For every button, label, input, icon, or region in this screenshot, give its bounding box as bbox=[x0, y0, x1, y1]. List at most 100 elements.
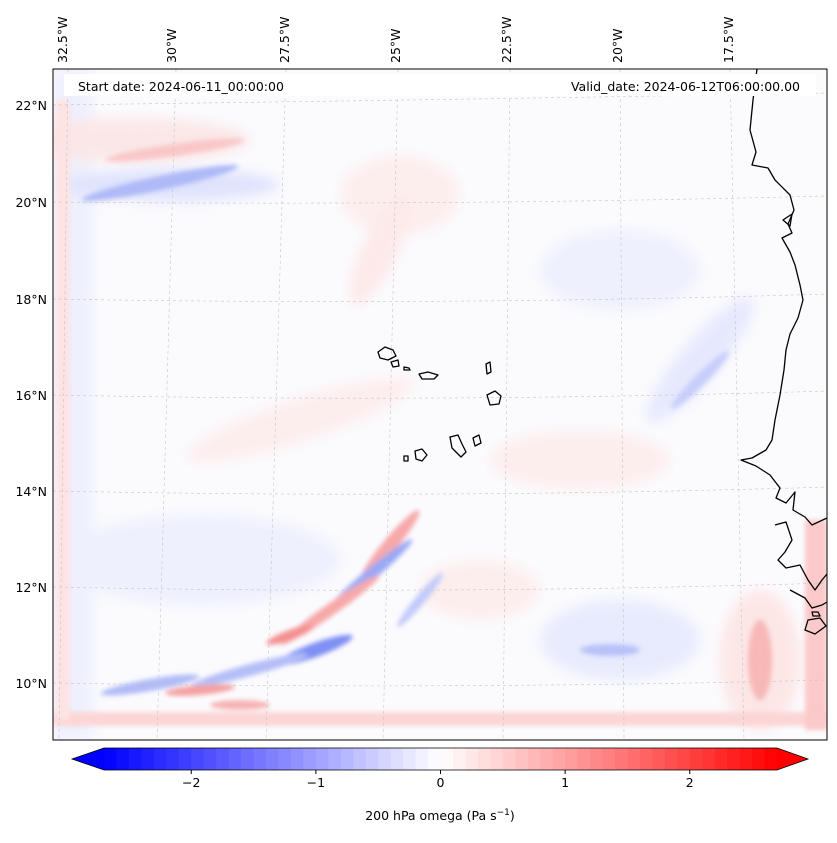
longitude-labels: 32.5°W 30°W 27.5°W 25°W 22.5°W 20°W 17.5… bbox=[55, 17, 736, 63]
lat-label-20n: 20°N bbox=[15, 195, 47, 210]
colorbar-tick-label: 2 bbox=[686, 775, 694, 790]
colorbar-segment bbox=[266, 748, 280, 770]
colorbar-segment bbox=[166, 748, 180, 770]
colorbar-segment bbox=[502, 748, 516, 770]
sao-vicente-island bbox=[390, 359, 400, 368]
omega-bottom-band bbox=[53, 712, 827, 726]
sao-nicolau-island bbox=[418, 371, 439, 380]
sal-island bbox=[485, 361, 492, 375]
graticule bbox=[53, 69, 827, 740]
meridian-20w bbox=[619, 69, 625, 740]
colorbar-segment bbox=[340, 748, 354, 770]
colorbar-segment bbox=[452, 748, 467, 770]
valid-date-label: Valid_date: 2024-06-12T06:00:00.00 bbox=[571, 79, 800, 94]
colorbar-segment bbox=[590, 748, 604, 770]
lat-label-16n: 16°N bbox=[15, 388, 47, 403]
latitude-labels: 22°N 20°N 18°N 16°N 14°N 12°N 10°N bbox=[15, 98, 47, 691]
colorbar-ticks: −2 −1 0 1 2 bbox=[182, 770, 694, 790]
omega-left-band bbox=[56, 100, 70, 720]
parallel-16n bbox=[53, 390, 827, 399]
lon-label-32-5w: 32.5°W bbox=[55, 17, 70, 63]
parallel-20n bbox=[53, 195, 827, 204]
colorbar-tick-label: 1 bbox=[561, 775, 569, 790]
colorbar-segment bbox=[191, 748, 205, 770]
colorbar-segment bbox=[515, 748, 529, 770]
colorbar-segment bbox=[739, 748, 753, 770]
santiago-island bbox=[449, 434, 467, 458]
colorbar-segment bbox=[664, 748, 678, 770]
lon-label-25w: 25°W bbox=[388, 28, 403, 63]
colorbar-segment bbox=[353, 748, 367, 770]
colorbar-segment bbox=[315, 748, 329, 770]
colorbar-segment bbox=[141, 748, 155, 770]
colorbar-tick-label: −2 bbox=[182, 775, 200, 790]
colorbar-segment bbox=[477, 748, 491, 770]
meridian-25w bbox=[382, 69, 399, 740]
lat-label-14n: 14°N bbox=[15, 484, 47, 499]
guinea-islands bbox=[804, 611, 827, 635]
lon-label-20w: 20°W bbox=[610, 28, 625, 63]
fogo-island bbox=[414, 448, 428, 462]
omega-cells bbox=[81, 138, 772, 710]
colorbar-segment bbox=[602, 748, 616, 770]
maio-island bbox=[472, 434, 482, 447]
colorbar-segment bbox=[153, 748, 167, 770]
omega-right-edge bbox=[805, 520, 827, 730]
santa-luzia-island bbox=[403, 366, 411, 371]
colorbar-segment bbox=[465, 748, 479, 770]
colorbar-segment bbox=[290, 748, 305, 770]
colorbar-segment bbox=[577, 748, 591, 770]
colorbar-segment bbox=[253, 748, 267, 770]
colorbar-tick-label: 0 bbox=[437, 775, 445, 790]
colorbar-segment bbox=[652, 748, 666, 770]
colorbar-tick-label: −1 bbox=[307, 775, 325, 790]
meridian-17-5w bbox=[729, 69, 745, 740]
meridian-22-5w bbox=[502, 69, 511, 740]
colorbar-label: 200 hPa omega (Pa s−1) bbox=[365, 808, 515, 823]
omega-soft-patches bbox=[53, 69, 800, 740]
meridian-27-5w bbox=[265, 69, 287, 740]
omega-field bbox=[53, 69, 827, 740]
info-bar bbox=[64, 74, 816, 96]
colorbar-segment bbox=[104, 748, 118, 770]
colorbar-segment bbox=[714, 748, 728, 770]
colorbar-segment bbox=[128, 748, 142, 770]
start-date-label: Start date: 2024-06-11_00:00:00 bbox=[78, 79, 284, 94]
colorbar-segment bbox=[403, 748, 417, 770]
colorbar-segment bbox=[241, 748, 255, 770]
colorbar-segment bbox=[415, 748, 429, 770]
colorbar-segment bbox=[527, 748, 541, 770]
colorbar-segment bbox=[428, 748, 442, 770]
colorbar-segment bbox=[764, 748, 778, 770]
santo-antao-island bbox=[377, 346, 397, 361]
colorbar-segment bbox=[328, 748, 342, 770]
senegal-gambia-coast bbox=[774, 521, 827, 591]
meridian-30w bbox=[156, 69, 177, 740]
colorbar-segment bbox=[752, 748, 766, 770]
africa-coast bbox=[740, 69, 827, 526]
colorbar-segment bbox=[639, 748, 653, 770]
parallel-12n bbox=[53, 582, 827, 591]
parallel-22n bbox=[53, 92, 827, 106]
colorbar-segment bbox=[552, 748, 566, 770]
colorbar-segment bbox=[116, 748, 130, 770]
brava-island bbox=[403, 455, 409, 462]
parallel-14n bbox=[53, 486, 827, 495]
colorbar-segment bbox=[303, 748, 317, 770]
colorbar-segment bbox=[614, 748, 629, 770]
parallel-10n bbox=[53, 679, 827, 687]
colorbar-segment bbox=[627, 748, 641, 770]
guinea-bissau-coast bbox=[789, 589, 827, 609]
colorbar-segment bbox=[216, 748, 230, 770]
lat-label-18n: 18°N bbox=[15, 292, 47, 307]
colorbar-label-sup: −1 bbox=[497, 808, 510, 818]
boa-vista-island bbox=[486, 390, 502, 406]
lat-label-10n: 10°N bbox=[15, 676, 47, 691]
colorbar-segment bbox=[278, 748, 292, 770]
parallel-18n bbox=[53, 293, 827, 302]
lon-label-30w: 30°W bbox=[164, 28, 179, 63]
lat-label-22n: 22°N bbox=[15, 98, 47, 113]
colorbar bbox=[70, 747, 810, 771]
lon-label-17-5w: 17.5°W bbox=[721, 17, 736, 63]
